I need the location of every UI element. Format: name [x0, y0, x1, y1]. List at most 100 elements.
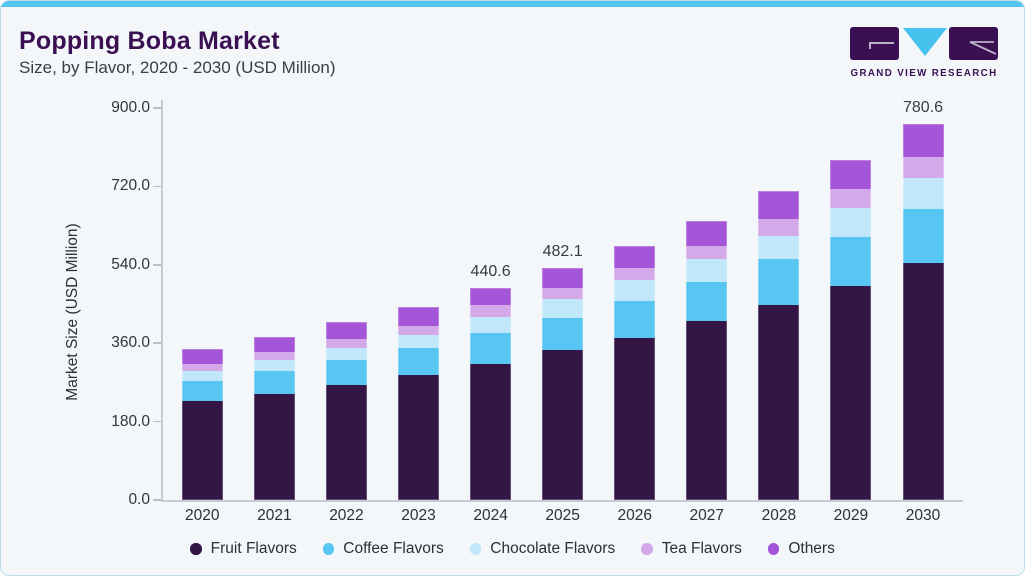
- bar-segment-coffee-flavors-2029: [830, 236, 872, 286]
- bar-segment-others-2028: [758, 191, 800, 219]
- card-top-accent-bar: [1, 1, 1024, 7]
- bar-segment-tea-flavors-2024: [470, 305, 512, 317]
- legend-label-fruit-flavors: Fruit Flavors: [210, 540, 297, 557]
- gvr-logo-r-mark-icon: [969, 41, 997, 55]
- bar-value-label-2030: 780.6: [902, 99, 944, 117]
- bar-segment-coffee-flavors-2020: [181, 381, 223, 402]
- bar-segment-fruit-flavors-2027: [686, 321, 728, 500]
- bar-segment-tea-flavors-2020: [181, 363, 223, 371]
- y-tick-label-180.0: 180.0: [111, 412, 150, 430]
- legend-label-others: Others: [788, 540, 835, 557]
- bar-segment-chocolate-flavors-2022: [325, 347, 367, 360]
- bar-segment-chocolate-flavors-2023: [398, 335, 439, 349]
- bar-segment-chocolate-flavors-2025: [542, 299, 584, 318]
- bar-2030: [902, 124, 944, 500]
- bar-segment-coffee-flavors-2024: [470, 333, 512, 364]
- page-subtitle: Size, by Flavor, 2020 - 2030 (USD Millio…: [19, 58, 336, 77]
- chart-legend: Fruit Flavors Coffee Flavors Chocolate Fla…: [1, 540, 1024, 558]
- bar-segment-fruit-flavors-2020: [181, 401, 223, 500]
- y-tick-label-0.0: 0.0: [128, 491, 150, 508]
- y-tick-mark-720.0: [153, 185, 161, 188]
- y-tick-mark-900.0: [153, 107, 161, 109]
- y-tick-label-900.0: 900.0: [111, 99, 150, 116]
- grand-view-research-logo: GRAND VIEW RESEARCH: [850, 27, 998, 86]
- bar-segment-coffee-flavors-2021: [253, 371, 295, 394]
- bar-segment-fruit-flavors-2023: [398, 375, 439, 500]
- bar-segment-chocolate-flavors-2021: [253, 360, 295, 372]
- bar-segment-tea-flavors-2023: [398, 326, 439, 336]
- bar-segment-chocolate-flavors-2027: [686, 259, 728, 282]
- legend-label-tea-flavors: Tea Flavors: [661, 540, 742, 557]
- bar-segment-coffee-flavors-2027: [686, 281, 728, 322]
- bar-segment-others-2022: [325, 322, 367, 340]
- bar-2026: [614, 245, 656, 500]
- bar-segment-others-2026: [614, 245, 656, 269]
- bar-segment-coffee-flavors-2022: [325, 359, 367, 385]
- bar-segment-fruit-flavors-2024: [470, 363, 512, 500]
- y-tick-mark-180.0: [153, 420, 161, 423]
- y-axis-title: Market Size (USD Million): [64, 223, 81, 401]
- legend-swatch-others-icon: [767, 543, 780, 555]
- bar-segment-coffee-flavors-2026: [614, 300, 656, 338]
- legend-item-tea-flavors: Tea Flavors: [641, 540, 742, 558]
- bar-2029: [830, 159, 872, 500]
- x-tick-label-2023: 2023: [401, 507, 436, 524]
- page-title: Popping Boba Market: [19, 27, 280, 55]
- y-tick-mark-540.0: [153, 264, 161, 266]
- bar-2024: [470, 287, 512, 500]
- y-axis-line: [161, 100, 163, 501]
- bar-segment-coffee-flavors-2023: [398, 348, 439, 376]
- bar-segment-fruit-flavors-2022: [325, 384, 367, 500]
- legend-label-chocolate-flavors: Chocolate Flavors: [490, 540, 616, 557]
- gvr-logo-g-mark-icon: [869, 42, 894, 49]
- legend-label-coffee-flavors: Coffee Flavors: [343, 540, 444, 557]
- x-tick-label-2021: 2021: [257, 507, 292, 524]
- bar-segment-tea-flavors-2022: [325, 339, 367, 348]
- bar-segment-others-2027: [686, 220, 728, 246]
- y-tick-mark-0.0: [153, 499, 161, 501]
- bar-segment-fruit-flavors-2029: [830, 285, 872, 500]
- x-tick-label-2024: 2024: [473, 507, 508, 524]
- bar-segment-tea-flavors-2025: [542, 288, 584, 300]
- bar-segment-fruit-flavors-2025: [542, 350, 584, 500]
- x-tick-label-2027: 2027: [689, 507, 725, 524]
- bar-segment-others-2024: [470, 287, 512, 306]
- legend-swatch-fruit-flavors-icon: [190, 543, 202, 555]
- bar-2021: [253, 337, 295, 500]
- x-tick-label-2029: 2029: [833, 507, 869, 524]
- legend-item-others: Others: [767, 540, 835, 558]
- bar-segment-others-2021: [253, 337, 295, 353]
- bar-segment-coffee-flavors-2030: [902, 208, 944, 264]
- y-tick-label-720.0: 720.0: [111, 177, 150, 195]
- x-tick-label-2028: 2028: [761, 507, 797, 524]
- legend-swatch-tea-flavors-icon: [641, 543, 653, 555]
- bar-2025: [542, 267, 584, 500]
- bar-segment-tea-flavors-2021: [253, 352, 295, 361]
- bar-segment-chocolate-flavors-2029: [830, 208, 872, 237]
- legend-item-chocolate-flavors: Chocolate Flavors: [469, 540, 616, 558]
- bar-value-label-2024: 440.6: [470, 262, 511, 280]
- bar-2023: [398, 307, 439, 500]
- bar-segment-fruit-flavors-2028: [758, 305, 800, 500]
- x-axis-line: [161, 500, 963, 502]
- legend-item-fruit-flavors: Fruit Flavors: [190, 540, 297, 558]
- gvr-logo-triangle-icon: [903, 28, 947, 56]
- bar-segment-chocolate-flavors-2030: [902, 178, 944, 209]
- bar-segment-tea-flavors-2030: [902, 156, 944, 179]
- bar-segment-others-2030: [902, 124, 944, 157]
- x-tick-label-2022: 2022: [329, 507, 364, 524]
- bar-segment-tea-flavors-2026: [614, 268, 656, 281]
- bar-segment-chocolate-flavors-2020: [181, 370, 223, 382]
- y-tick-label-540.0: 540.0: [111, 255, 150, 273]
- bar-segment-chocolate-flavors-2028: [758, 235, 800, 259]
- bar-segment-fruit-flavors-2021: [253, 393, 295, 500]
- bar-segment-chocolate-flavors-2026: [614, 280, 656, 301]
- bar-segment-tea-flavors-2028: [758, 218, 800, 236]
- y-tick-label-360.0: 360.0: [111, 334, 150, 352]
- x-tick-label-2025: 2025: [545, 507, 580, 524]
- bar-segment-chocolate-flavors-2024: [470, 316, 512, 334]
- bar-segment-coffee-flavors-2025: [542, 317, 584, 351]
- bar-2020: [181, 349, 223, 500]
- x-tick-label-2020: 2020: [185, 507, 220, 524]
- bar-segment-others-2029: [830, 159, 872, 190]
